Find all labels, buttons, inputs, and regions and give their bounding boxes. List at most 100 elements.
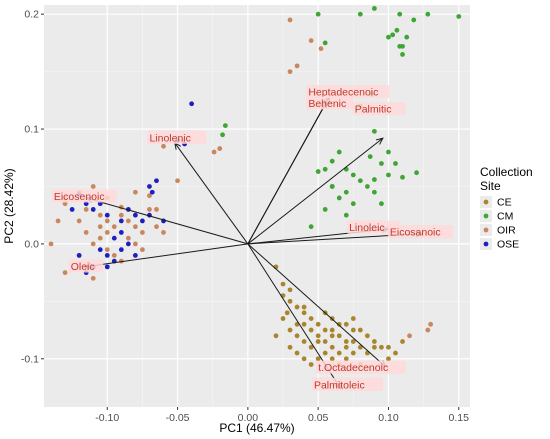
data-point-oir <box>97 212 103 218</box>
loading-label-background <box>68 259 104 273</box>
data-point-ce <box>322 339 328 344</box>
data-point-ce <box>350 327 356 333</box>
data-point-oir <box>161 143 166 149</box>
legend-marker-oir <box>483 227 489 233</box>
data-point-oir <box>147 193 152 199</box>
data-point-oir <box>175 178 180 184</box>
data-point-ose <box>132 252 138 258</box>
loading-label-background <box>147 130 207 144</box>
loading-label: Oleic <box>71 261 95 273</box>
data-point-cm <box>414 170 419 176</box>
data-point-cm <box>393 161 398 166</box>
data-point-ose <box>97 247 103 253</box>
loading-arrow <box>86 197 248 245</box>
loading-arrow <box>247 101 328 245</box>
data-point-ce <box>294 304 300 310</box>
data-point-ce <box>329 356 335 362</box>
data-point-oir <box>90 241 96 247</box>
data-point-oir <box>55 218 61 224</box>
y-tick-label: 0.2 <box>24 9 39 21</box>
data-point-cm <box>425 11 431 17</box>
loading-label-background <box>316 360 406 374</box>
loading-label-background <box>306 96 354 110</box>
data-point-ose <box>83 201 89 207</box>
x-tick-label: -0.05 <box>166 412 190 424</box>
data-point-oir <box>294 63 300 69</box>
data-point-cm <box>336 149 342 155</box>
data-point-ce <box>386 356 391 362</box>
data-point-oir <box>97 224 103 230</box>
data-point-ce <box>315 333 321 339</box>
data-point-oir <box>318 46 324 52</box>
data-point-ce <box>329 333 335 339</box>
data-point-ose <box>118 218 124 224</box>
data-point-ce <box>386 344 391 350</box>
data-point-ce <box>280 281 286 287</box>
data-point-ose <box>154 178 159 184</box>
data-point-ce <box>371 339 377 344</box>
data-point-oir <box>118 212 124 218</box>
data-point-oir <box>154 224 159 230</box>
data-point-cm <box>371 6 377 11</box>
data-point-cm <box>308 224 314 230</box>
legend-marker-ce <box>483 199 489 205</box>
x-tick-label: 0.10 <box>378 412 399 424</box>
data-point-oir <box>308 38 314 44</box>
loading-label: Linolenic <box>149 132 190 144</box>
data-point-ose <box>189 101 195 107</box>
data-point-cm <box>315 11 321 17</box>
data-point-ce <box>357 344 363 350</box>
data-point-cm <box>400 174 405 180</box>
x-tick-label: 0.00 <box>238 412 259 424</box>
data-point-cm <box>350 172 356 178</box>
data-point-ce <box>301 310 307 316</box>
data-point-cm <box>379 201 384 207</box>
loading-label: Heptadecenoic <box>308 86 378 98</box>
data-point-cm <box>379 161 384 166</box>
data-point-ce <box>315 356 321 362</box>
data-point-ce <box>393 350 398 356</box>
data-point-ose <box>104 212 110 218</box>
data-point-ce <box>336 350 342 356</box>
data-point-oir <box>287 69 293 75</box>
legend-label: OSE <box>497 239 519 251</box>
loading-arrow <box>247 243 386 368</box>
data-point-oir <box>407 333 412 339</box>
data-point-ose <box>140 218 145 224</box>
data-point-ce <box>308 327 314 333</box>
data-point-cm <box>371 177 377 182</box>
data-point-ce <box>301 356 307 362</box>
legend-title: Site <box>480 179 501 193</box>
data-point-ose <box>104 264 110 270</box>
data-point-ose <box>132 212 138 218</box>
data-point-ce <box>336 321 342 327</box>
data-point-ose <box>90 207 96 212</box>
data-point-ce <box>322 327 328 333</box>
data-point-cm <box>397 43 403 49</box>
data-point-ce <box>308 316 314 321</box>
loading-label: Palmitic <box>355 104 392 116</box>
data-point-cm <box>336 195 342 201</box>
data-point-ce <box>287 298 293 304</box>
data-point-oir <box>125 235 131 241</box>
data-point-cm <box>371 128 377 134</box>
data-point-ce <box>379 344 384 350</box>
data-point-ose <box>111 235 117 241</box>
data-point-cm <box>386 149 391 155</box>
data-point-oir <box>147 207 152 212</box>
loading-label: Behenic <box>308 98 346 110</box>
data-point-oir <box>104 230 110 235</box>
data-point-ce <box>301 321 307 327</box>
data-point-ce <box>343 321 349 327</box>
data-point-cm <box>404 34 410 40</box>
data-point-oir <box>83 207 89 212</box>
data-point-cm <box>371 189 377 195</box>
loading-label-background <box>387 225 453 239</box>
loading-arrow <box>84 243 248 268</box>
y-axis-title: PC2 (28.42%) <box>2 168 16 243</box>
plot-panel <box>44 5 470 407</box>
loading-label-background <box>311 377 384 391</box>
data-point-ce <box>301 304 307 310</box>
data-point-oir <box>217 146 223 151</box>
